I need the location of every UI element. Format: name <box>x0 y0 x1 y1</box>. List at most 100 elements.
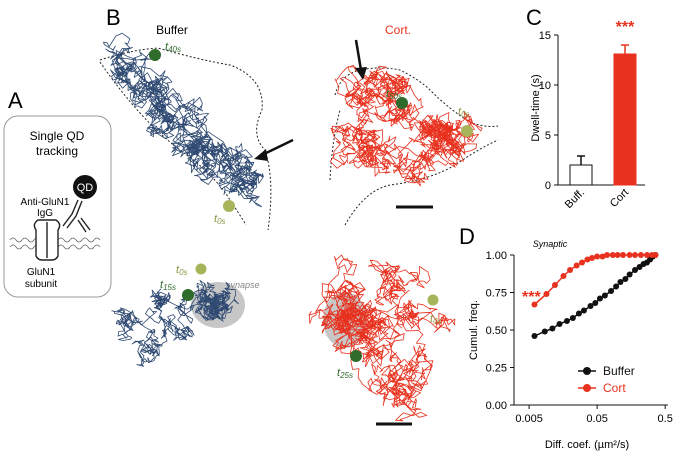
d-data-point <box>580 307 587 314</box>
trajectory-path <box>103 32 264 208</box>
trajectory-path <box>111 279 239 367</box>
d-data-point <box>626 252 633 258</box>
d-data-point <box>563 318 570 324</box>
c-bar <box>613 53 637 186</box>
cort-bot-end-label: t25s <box>337 367 353 380</box>
cort-trajectory-top <box>329 65 483 187</box>
d-data-point <box>614 252 621 258</box>
d-data-point <box>643 252 650 258</box>
d-data-point <box>631 267 638 273</box>
buffer-top-end-dot <box>223 200 235 212</box>
d-y-tick-label: 0.25 <box>486 363 507 375</box>
cort-bot-start-label: t0s <box>430 313 442 326</box>
cort-bot-end-dot <box>350 350 362 362</box>
d-legend-label: Cort <box>603 381 626 395</box>
antibody-label-1: Anti-GluN1 <box>21 197 70 208</box>
d-data-point <box>579 259 586 266</box>
receptor-label-2: subunit <box>25 279 57 290</box>
antibody-label-2: IgG <box>37 208 53 219</box>
buffer-title: Buffer <box>156 23 188 37</box>
schematic-box <box>3 115 112 298</box>
schematic-title-2: tracking <box>36 144 78 158</box>
panel-label-b: B <box>106 5 121 30</box>
d-data-point <box>549 325 556 332</box>
d-data-point <box>543 291 550 297</box>
d-legend-marker <box>583 367 591 375</box>
d-data-point <box>588 255 595 261</box>
d-data-point <box>604 252 611 258</box>
d-data-point <box>551 282 558 288</box>
panel-a: Single QD tracking QD Anti-GluN1 IgG Glu… <box>3 115 112 298</box>
buffer-arrow-icon <box>254 138 294 161</box>
c-y-tick-label: 10 <box>539 80 551 92</box>
d-ylabel: Cumul. freq. <box>468 300 480 360</box>
buffer-top-start-dot <box>149 49 161 61</box>
c-y-tick-label: 5 <box>545 130 551 142</box>
cort-dendrite-outline-top <box>334 67 499 127</box>
qd-label: QD <box>77 182 94 194</box>
cort-bot-start-dot <box>427 294 439 306</box>
d-data-point <box>617 279 624 285</box>
buffer-dendrite-outline-bottom <box>99 61 247 226</box>
buffer-top-start-label: t40s <box>165 41 181 54</box>
d-data-point <box>631 252 638 258</box>
d-x-tick-label: 0.005 <box>515 413 543 425</box>
c-y-tick-label: 15 <box>539 30 551 42</box>
schematic-title-1: Single QD <box>30 129 85 143</box>
d-data-point <box>622 276 629 282</box>
d-series-line <box>534 254 656 306</box>
d-data-point <box>556 321 563 327</box>
c-significance: *** <box>616 19 635 36</box>
buffer-dendrite-outline-top <box>99 47 272 231</box>
d-data-point <box>613 283 620 290</box>
d-significance: *** <box>522 289 541 306</box>
d-data-point <box>584 256 591 263</box>
trajectory-path <box>329 65 483 187</box>
d-data-point <box>637 252 644 258</box>
buffer-bot-end-label: t15s <box>160 279 176 292</box>
d-data-point <box>567 267 574 273</box>
d-data-point <box>575 310 582 317</box>
antibody-icon <box>62 199 91 233</box>
d-legend-label: Buffer <box>603 364 635 378</box>
cort-top-end-dot <box>461 125 473 137</box>
d-data-point <box>573 262 580 269</box>
dwell-time-chart: Dwell-time (s) 0 5 10 15 Buff. Cort *** <box>530 19 645 211</box>
receptor-label-1: GluN1 <box>27 267 56 278</box>
d-data-point <box>620 252 627 258</box>
d-data-point <box>601 292 608 299</box>
cort-top-end-label: t0s <box>458 106 470 119</box>
d-data-point <box>592 300 599 306</box>
c-category-label: Buff. <box>563 187 587 211</box>
d-x-tick-label: 0.05 <box>586 413 607 425</box>
c-y-tick-label: 0 <box>545 180 551 192</box>
d-data-point <box>609 252 616 258</box>
panel-label-c: C <box>526 5 542 30</box>
d-data-point <box>531 333 538 339</box>
d-data-point <box>599 253 606 260</box>
buffer-bot-start-label: t0s <box>176 264 188 277</box>
d-data-point <box>541 328 548 335</box>
d-title: Synaptic <box>533 239 568 249</box>
buffer-bot-start-dot <box>195 263 207 275</box>
d-data-point <box>596 295 603 302</box>
d-legend-marker <box>583 384 591 392</box>
d-data-point <box>626 271 633 278</box>
d-y-tick-label: 0.75 <box>486 288 507 300</box>
buffer-bot-end-dot <box>182 289 194 301</box>
d-data-point <box>652 252 659 258</box>
d-y-tick-label: 0.00 <box>486 400 507 412</box>
cort-title: Cort. <box>385 23 411 37</box>
cort-top-start-label: t50s <box>386 88 402 101</box>
c-ylabel: Dwell-time (s) <box>530 74 542 141</box>
d-data-point <box>594 253 601 260</box>
d-data-point <box>608 288 615 294</box>
panel-label-d: D <box>459 224 475 249</box>
trajectory-path <box>308 254 456 422</box>
buffer-top-end-label: t0s <box>214 213 226 226</box>
buffer-trajectory-top <box>103 32 264 208</box>
d-y-tick-label: 1.00 <box>486 250 507 262</box>
d-x-tick-label: 0.5 <box>658 413 673 425</box>
cort-arrow-icon <box>354 39 367 80</box>
